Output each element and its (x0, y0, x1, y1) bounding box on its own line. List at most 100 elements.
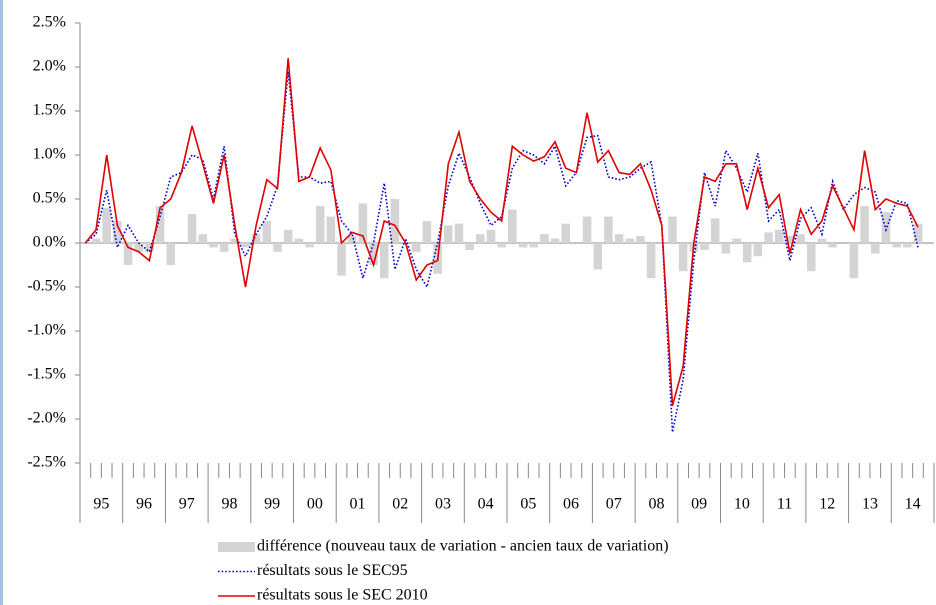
bar (646, 243, 656, 279)
bar (678, 243, 688, 272)
bar (465, 243, 474, 251)
bar (849, 243, 859, 279)
bar (209, 243, 218, 248)
y-tick-label: 2.0% (33, 58, 66, 75)
bar (486, 229, 496, 243)
x-tick-label: 97 (179, 496, 195, 513)
y-tick-label: -1.0% (27, 322, 66, 339)
bar (315, 206, 325, 243)
bar (764, 232, 773, 243)
x-tick-label: 02 (392, 496, 408, 513)
x-tick-label: 13 (862, 496, 878, 513)
x-tick-label: 96 (136, 496, 152, 513)
bar (636, 235, 645, 243)
bar (732, 238, 741, 243)
bar (379, 243, 389, 279)
x-tick-label: 98 (221, 496, 237, 513)
x-tick-label: 00 (307, 496, 323, 513)
x-tick-label: 11 (777, 496, 792, 513)
line (84, 58, 919, 407)
legend-label: résultats sous le SEC95 (257, 562, 408, 579)
bar (593, 243, 603, 270)
bar (113, 221, 122, 243)
x-tick-label: 99 (264, 496, 280, 513)
legend-label: différence (nouveau taux de variation - … (257, 538, 669, 555)
legend-label: résultats sous le SEC 2010 (257, 587, 428, 604)
y-tick-label: 1.0% (33, 146, 66, 163)
bar (476, 234, 485, 243)
bar (241, 243, 250, 248)
bar (828, 243, 837, 248)
bar (251, 234, 261, 243)
bar (753, 243, 763, 257)
y-tick-label: -2.0% (27, 410, 66, 427)
bar (561, 223, 570, 243)
bar (444, 225, 453, 243)
y-tick-label: -2.5% (27, 454, 66, 471)
bar (625, 238, 635, 243)
bar (700, 243, 709, 251)
bar (283, 229, 293, 243)
x-tick-label: 06 (563, 496, 579, 513)
x-tick-label: 10 (734, 496, 750, 513)
bar (550, 238, 560, 243)
bar (155, 206, 165, 243)
bar (390, 199, 400, 243)
bar (187, 213, 197, 243)
bar (347, 235, 357, 243)
legend-swatch (218, 542, 255, 552)
bar (305, 243, 314, 248)
bar (892, 243, 901, 248)
x-tick-label: 08 (648, 496, 664, 513)
x-tick-label: 03 (435, 496, 451, 513)
bar (166, 243, 176, 265)
y-tick-label: 2.5% (33, 14, 66, 31)
bar (422, 221, 432, 243)
bar (860, 206, 869, 243)
page-edge (0, 0, 3, 605)
bar (230, 238, 240, 243)
y-tick-label: 1.5% (33, 102, 66, 119)
bar (903, 243, 912, 248)
bar (134, 243, 143, 252)
y-tick-label: 0.5% (33, 190, 66, 207)
y-tick-label: -0.5% (27, 278, 66, 295)
bar (337, 243, 346, 276)
bar (913, 223, 923, 243)
line (84, 71, 919, 433)
bar (411, 243, 421, 252)
bar (721, 243, 731, 254)
bar (817, 238, 827, 243)
bar (871, 243, 880, 254)
bar (91, 238, 101, 243)
x-tick-label: 04 (478, 496, 494, 513)
x-tick-label: 01 (350, 496, 366, 513)
y-tick-label: 0.0% (33, 234, 66, 251)
bar (742, 243, 752, 263)
x-tick-label: 09 (691, 496, 707, 513)
bar (219, 243, 229, 252)
bar (614, 234, 624, 243)
bar (774, 229, 784, 243)
bar (796, 234, 805, 243)
bar (508, 209, 517, 243)
bar (358, 203, 368, 243)
bar (273, 243, 282, 252)
bar (145, 243, 154, 252)
x-tick-label: 12 (819, 496, 835, 513)
bar (326, 216, 336, 243)
bar (518, 243, 528, 248)
bar (540, 234, 549, 243)
x-tick-label: 07 (606, 496, 622, 513)
bar (529, 243, 538, 248)
bar (369, 243, 378, 265)
bar (710, 218, 720, 243)
bar (785, 235, 795, 243)
bar (198, 234, 208, 243)
x-tick-label: 05 (520, 496, 536, 513)
bar (881, 212, 891, 243)
bar (102, 207, 111, 243)
bar (294, 238, 304, 243)
bar (806, 243, 816, 272)
